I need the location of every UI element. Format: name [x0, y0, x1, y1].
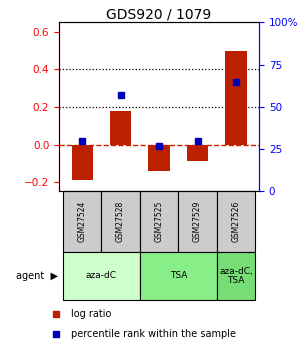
Bar — [148, 145, 170, 171]
Text: aza-dC: aza-dC — [86, 272, 117, 280]
Text: log ratio: log ratio — [71, 309, 112, 318]
Bar — [110, 111, 131, 145]
Title: GDS920 / 1079: GDS920 / 1079 — [106, 7, 212, 21]
Bar — [140, 252, 217, 300]
Bar — [225, 51, 247, 145]
Bar — [63, 252, 140, 300]
Bar — [72, 145, 93, 180]
Bar — [140, 191, 178, 252]
Bar — [102, 191, 140, 252]
Bar — [217, 191, 255, 252]
Text: GSM27526: GSM27526 — [231, 201, 241, 242]
Bar — [63, 191, 102, 252]
Text: GSM27525: GSM27525 — [155, 201, 164, 242]
Text: GSM27528: GSM27528 — [116, 201, 125, 242]
Text: GSM27524: GSM27524 — [78, 201, 87, 242]
Bar — [178, 191, 217, 252]
Text: aza-dC,
TSA: aza-dC, TSA — [219, 267, 253, 285]
Text: percentile rank within the sample: percentile rank within the sample — [71, 329, 236, 339]
Bar — [187, 145, 208, 161]
Text: GSM27529: GSM27529 — [193, 201, 202, 242]
Text: agent  ▶: agent ▶ — [16, 271, 58, 281]
Bar — [217, 252, 255, 300]
Text: TSA: TSA — [170, 272, 187, 280]
